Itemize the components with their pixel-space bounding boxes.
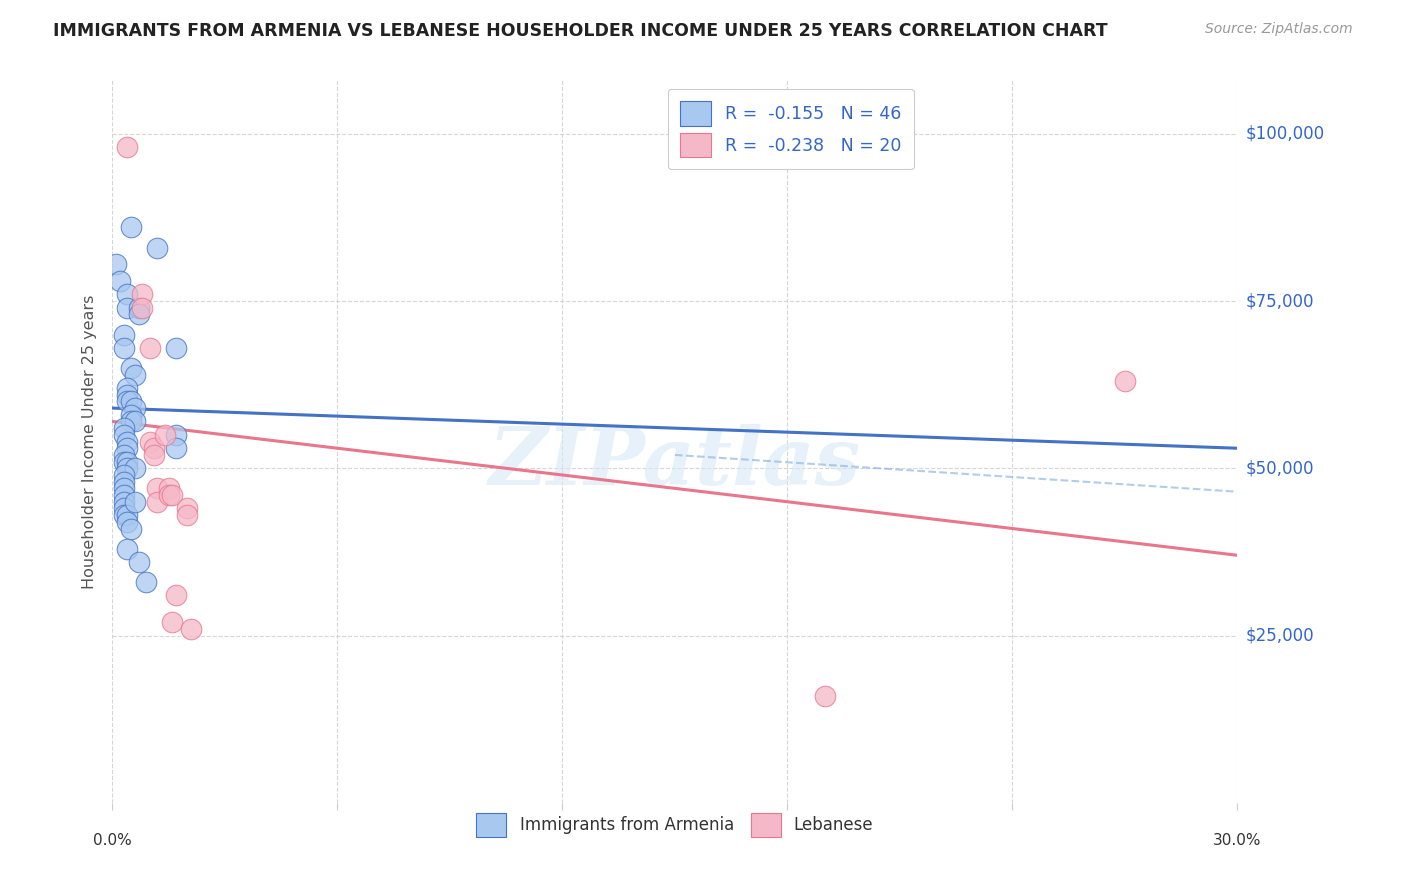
Point (120, 521, 142, 535)
Point (120, 394, 142, 409)
Point (112, 427, 135, 442)
Point (128, 307, 150, 321)
Point (162, 488, 184, 502)
Point (112, 494, 135, 508)
Point (117, 434, 139, 449)
Point (112, 482, 135, 496)
Point (117, 454, 139, 469)
Point (124, 494, 146, 508)
Text: $25,000: $25,000 (1246, 626, 1315, 645)
Point (131, 301, 153, 315)
Point (139, 341, 162, 355)
Point (176, 508, 198, 523)
Point (153, 427, 176, 442)
Point (117, 515, 139, 529)
Point (120, 408, 142, 422)
Point (142, 441, 165, 455)
Point (124, 461, 146, 475)
Point (112, 327, 135, 342)
Point (165, 441, 187, 455)
Point (1114, 375, 1136, 389)
Point (117, 140, 139, 154)
Point (146, 240, 169, 255)
Point (117, 301, 139, 315)
Point (165, 589, 187, 603)
Point (112, 421, 135, 435)
Point (165, 341, 187, 355)
Point (117, 441, 139, 455)
Point (128, 301, 150, 315)
Text: $75,000: $75,000 (1246, 292, 1315, 310)
Point (120, 414, 142, 428)
Point (112, 448, 135, 462)
Point (131, 287, 153, 301)
Text: $100,000: $100,000 (1246, 125, 1324, 143)
Point (814, 689, 837, 703)
Point (117, 387, 139, 401)
Point (108, 274, 131, 288)
Point (117, 508, 139, 523)
Text: ZIPatlas: ZIPatlas (489, 425, 860, 502)
Point (112, 488, 135, 502)
Point (146, 482, 169, 496)
Point (117, 394, 139, 409)
Point (146, 494, 169, 508)
Point (112, 341, 135, 355)
Point (112, 508, 135, 523)
Point (124, 368, 146, 382)
Point (124, 414, 146, 428)
Point (128, 555, 150, 569)
Point (180, 622, 202, 636)
Point (135, 575, 157, 590)
Point (162, 615, 184, 630)
Y-axis label: Householder Income Under 25 years: Householder Income Under 25 years (82, 294, 97, 589)
Point (142, 448, 165, 462)
Point (105, 257, 128, 271)
Point (120, 220, 142, 235)
Point (117, 461, 139, 475)
Point (157, 482, 180, 496)
Text: $50,000: $50,000 (1246, 459, 1315, 477)
Point (117, 381, 139, 395)
Point (112, 467, 135, 482)
Point (157, 488, 180, 502)
Text: 30.0%: 30.0% (1213, 833, 1261, 848)
Point (112, 501, 135, 516)
Legend: Immigrants from Armenia, Lebanese: Immigrants from Armenia, Lebanese (468, 805, 882, 845)
Text: IMMIGRANTS FROM ARMENIA VS LEBANESE HOUSEHOLDER INCOME UNDER 25 YEARS CORRELATIO: IMMIGRANTS FROM ARMENIA VS LEBANESE HOUS… (53, 22, 1108, 40)
Point (117, 541, 139, 556)
Text: 0.0%: 0.0% (93, 833, 132, 848)
Point (112, 454, 135, 469)
Point (139, 434, 162, 449)
Point (117, 287, 139, 301)
Point (120, 361, 142, 376)
Point (165, 427, 187, 442)
Point (176, 501, 198, 516)
Point (112, 475, 135, 489)
Text: Source: ZipAtlas.com: Source: ZipAtlas.com (1205, 22, 1353, 37)
Point (124, 401, 146, 416)
